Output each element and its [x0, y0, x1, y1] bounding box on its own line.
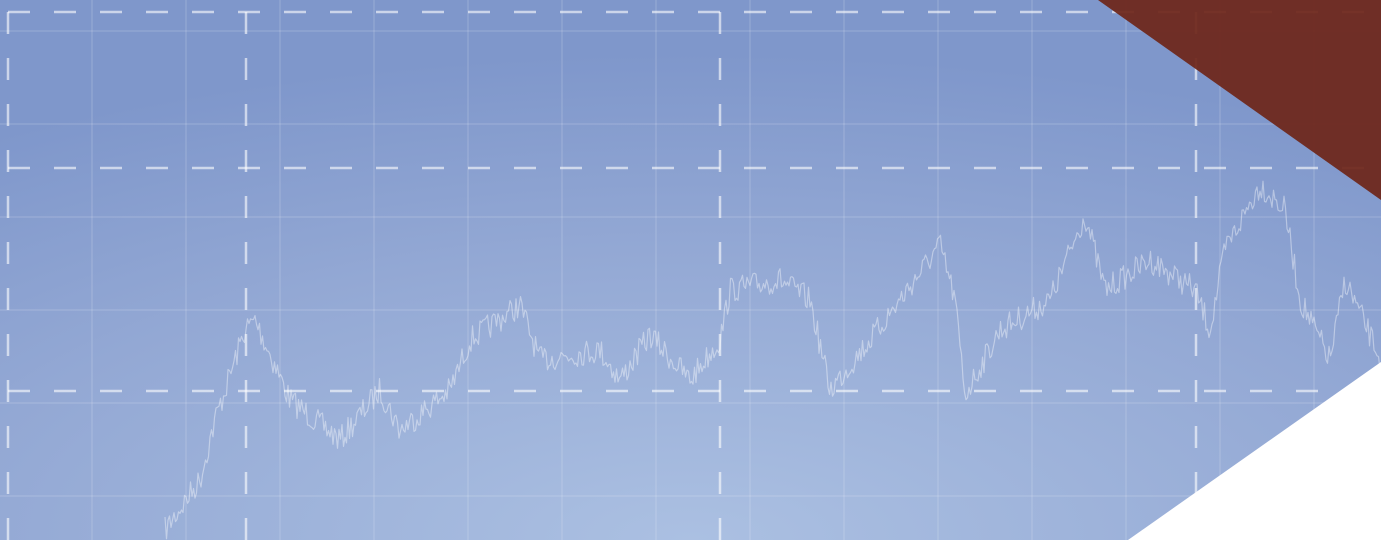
white-corner	[1128, 362, 1381, 540]
red-corner	[1098, 0, 1381, 200]
decorative-trace	[164, 180, 1381, 540]
